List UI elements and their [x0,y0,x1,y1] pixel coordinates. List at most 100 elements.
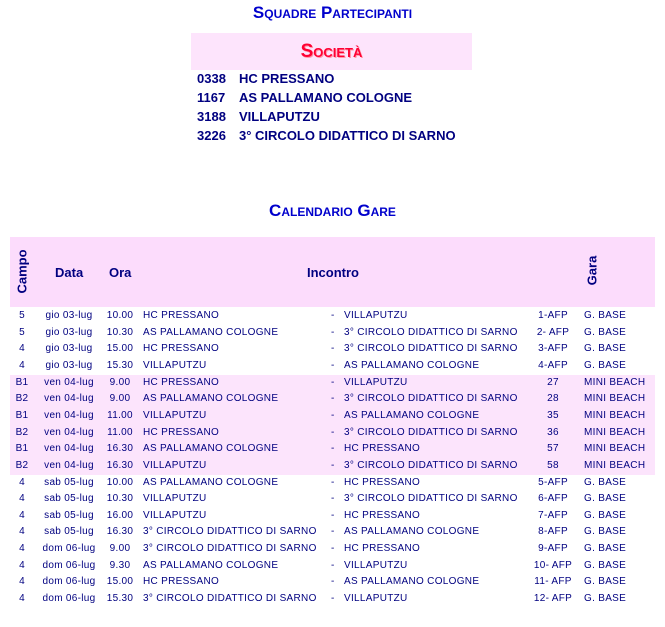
table-row: 4 sab 05-lug 16.30 3° CIRCOLO DIDATTICO DI … [10,524,655,541]
table-row: B2 ven 04-lug 16.30 VILLAPUTZU -3° CIRCOLO D… [10,457,655,475]
cell-away: 3° CIRCOLO DIDATTICO DI SARNO [344,426,518,438]
cell-data: sab 05-lug [44,476,94,488]
cell-num: 28 [547,393,559,405]
cell-ora: 9.00 [109,543,131,555]
cell-tipo: G. BASE [584,326,627,338]
cell-tipo: MINI BEACH [584,459,646,471]
table-row: 4 dom 06-lug 15.00 HC PRESSANO - AS PALLAMANO… [10,574,655,591]
societa-code: 0338 [197,71,226,86]
cell-home: VILLAPUTZU [143,509,207,521]
table-row: B2 ven 04-lug 9.00 AS PALLAMANO COLOGNE -3° … [10,391,655,408]
cell-num: 5-AFP [538,476,568,488]
cell-tipo: G. BASE [584,359,627,371]
page-title: Squadre Partecipanti [252,3,413,22]
table-row: 5 gio 03-lug 10.00 HC PRESSANO - VILLAPUTZU 1-… [10,308,655,325]
societa-item: 1167 AS PALLAMANO COLOGNE [197,88,412,107]
cell-campo: 4 [19,493,25,505]
cell-tipo: G. BASE [584,493,627,505]
table-row: 5 gio 03-lug 10.30 AS PALLAMANO COLOGNE -3° … [10,325,655,342]
cell-tipo: MINI BEACH [584,393,646,405]
cell-sep: - [331,409,335,421]
cell-campo: 4 [19,359,25,371]
cell-campo: B1 [15,376,29,388]
table-row: 4 gio 03-lug 15.00 HC PRESSANO -3° CIRCOLO D… [10,341,655,358]
cell-num: 57 [547,443,559,455]
cell-data: ven 04-lug [44,409,94,421]
cell-campo: B2 [15,459,29,471]
cell-campo: 4 [19,593,25,605]
societa-item: 0338 HC PRESSANO [197,69,334,88]
cell-home: 3° CIRCOLO DIDATTICO DI SARNO [143,526,317,538]
cell-data: sab 05-lug [44,493,94,505]
cell-sep: - [331,543,335,555]
cell-data: gio 03-lug [45,359,93,371]
cell-campo: B1 [15,443,29,455]
cell-data: sab 05-lug [44,509,94,521]
cell-away: 3° CIRCOLO DIDATTICO DI SARNO [344,493,518,505]
table-row: 4 sab 05-lug 10.30 VILLAPUTZU -3° CIRCOLO DI… [10,491,655,508]
cell-campo: B2 [15,426,29,438]
cell-away: VILLAPUTZU [344,376,408,388]
cell-ora: 9.00 [109,376,131,388]
cell-num: 3-AFP [538,343,568,355]
cell-home: HC PRESSANO [143,343,220,355]
cell-num: 7-AFP [538,509,568,521]
cell-ora: 16.30 [106,526,134,538]
societa-code: 3188 [197,109,226,124]
cell-home: VILLAPUTZU [143,459,207,471]
cell-ora: 9.30 [109,559,131,571]
table-row: 4 sab 05-lug 16.00 VILLAPUTZU - HC PRESSANO 7-… [10,508,655,525]
cell-sep: - [331,476,335,488]
cell-tipo: MINI BEACH [584,409,646,421]
table-row: B1 ven 04-lug 16.30 AS PALLAMANO COLOGNE - HC… [10,441,655,458]
cell-data: gio 03-lug [45,343,93,355]
cell-num: 35 [547,409,559,421]
cell-sep: - [331,493,335,505]
cell-home: HC PRESSANO [143,310,220,321]
cell-away: VILLAPUTZU [344,593,408,605]
cell-ora: 16.30 [106,459,134,471]
cell-home: HC PRESSANO [143,376,220,388]
societa-header: Società [191,33,472,70]
societa-code: 3226 [197,128,226,143]
cell-num: 36 [547,426,559,438]
cell-sep: - [331,559,335,571]
cell-campo: 4 [19,576,25,588]
cell-home: 3° CIRCOLO DIDATTICO DI SARNO [143,593,317,605]
cell-ora: 10.00 [106,476,134,488]
table-row: B1 ven 04-lug 9.00 HC PRESSANO - VILLAPUTZU 27… [10,374,655,392]
cell-home: AS PALLAMANO COLOGNE [143,476,279,488]
cell-num: 2- AFP [536,326,570,338]
cell-campo: B1 [15,409,29,421]
cell-campo: 4 [19,543,25,555]
cell-campo: 4 [19,343,25,355]
table-row: B1 ven 04-lug 11.00 VILLAPUTZU - AS PALLAMANO… [10,407,655,425]
header-ora: Ora [109,265,132,280]
cell-sep: - [331,359,335,371]
cell-away: VILLAPUTZU [344,310,408,321]
cell-away: 3° CIRCOLO DIDATTICO DI SARNO [344,326,518,338]
cell-data: ven 04-lug [44,393,94,405]
header-incontro: Incontro [307,265,359,280]
cell-home: 3° CIRCOLO DIDATTICO DI SARNO [143,543,317,555]
cell-ora: 10.00 [106,310,134,321]
cell-away: VILLAPUTZU [344,559,408,571]
table-header: Campo Data Ora Incontro Gara [10,237,655,307]
header-gara: Gara [584,255,600,286]
cell-tipo: MINI BEACH [584,376,646,388]
cell-home: HC PRESSANO [143,426,220,438]
cell-away: AS PALLAMANO COLOGNE [344,409,480,421]
cell-data: gio 03-lug [45,326,93,338]
cell-num: 11- AFP [534,576,572,588]
cell-data: gio 03-lug [45,310,93,321]
cell-campo: 4 [19,526,25,538]
cell-data: dom 06-lug [42,576,96,588]
cell-home: VILLAPUTZU [143,359,207,371]
cell-home: AS PALLAMANO COLOGNE [143,443,279,455]
cell-data: ven 04-lug [44,376,94,388]
cell-num: 58 [547,459,559,471]
cell-tipo: G. BASE [584,593,627,605]
societa-name: HC PRESSANO [239,71,335,86]
table-row: B2 ven 04-lug 11.00 HC PRESSANO -3° CIRCOLO … [10,424,655,442]
cell-home: AS PALLAMANO COLOGNE [143,559,279,571]
